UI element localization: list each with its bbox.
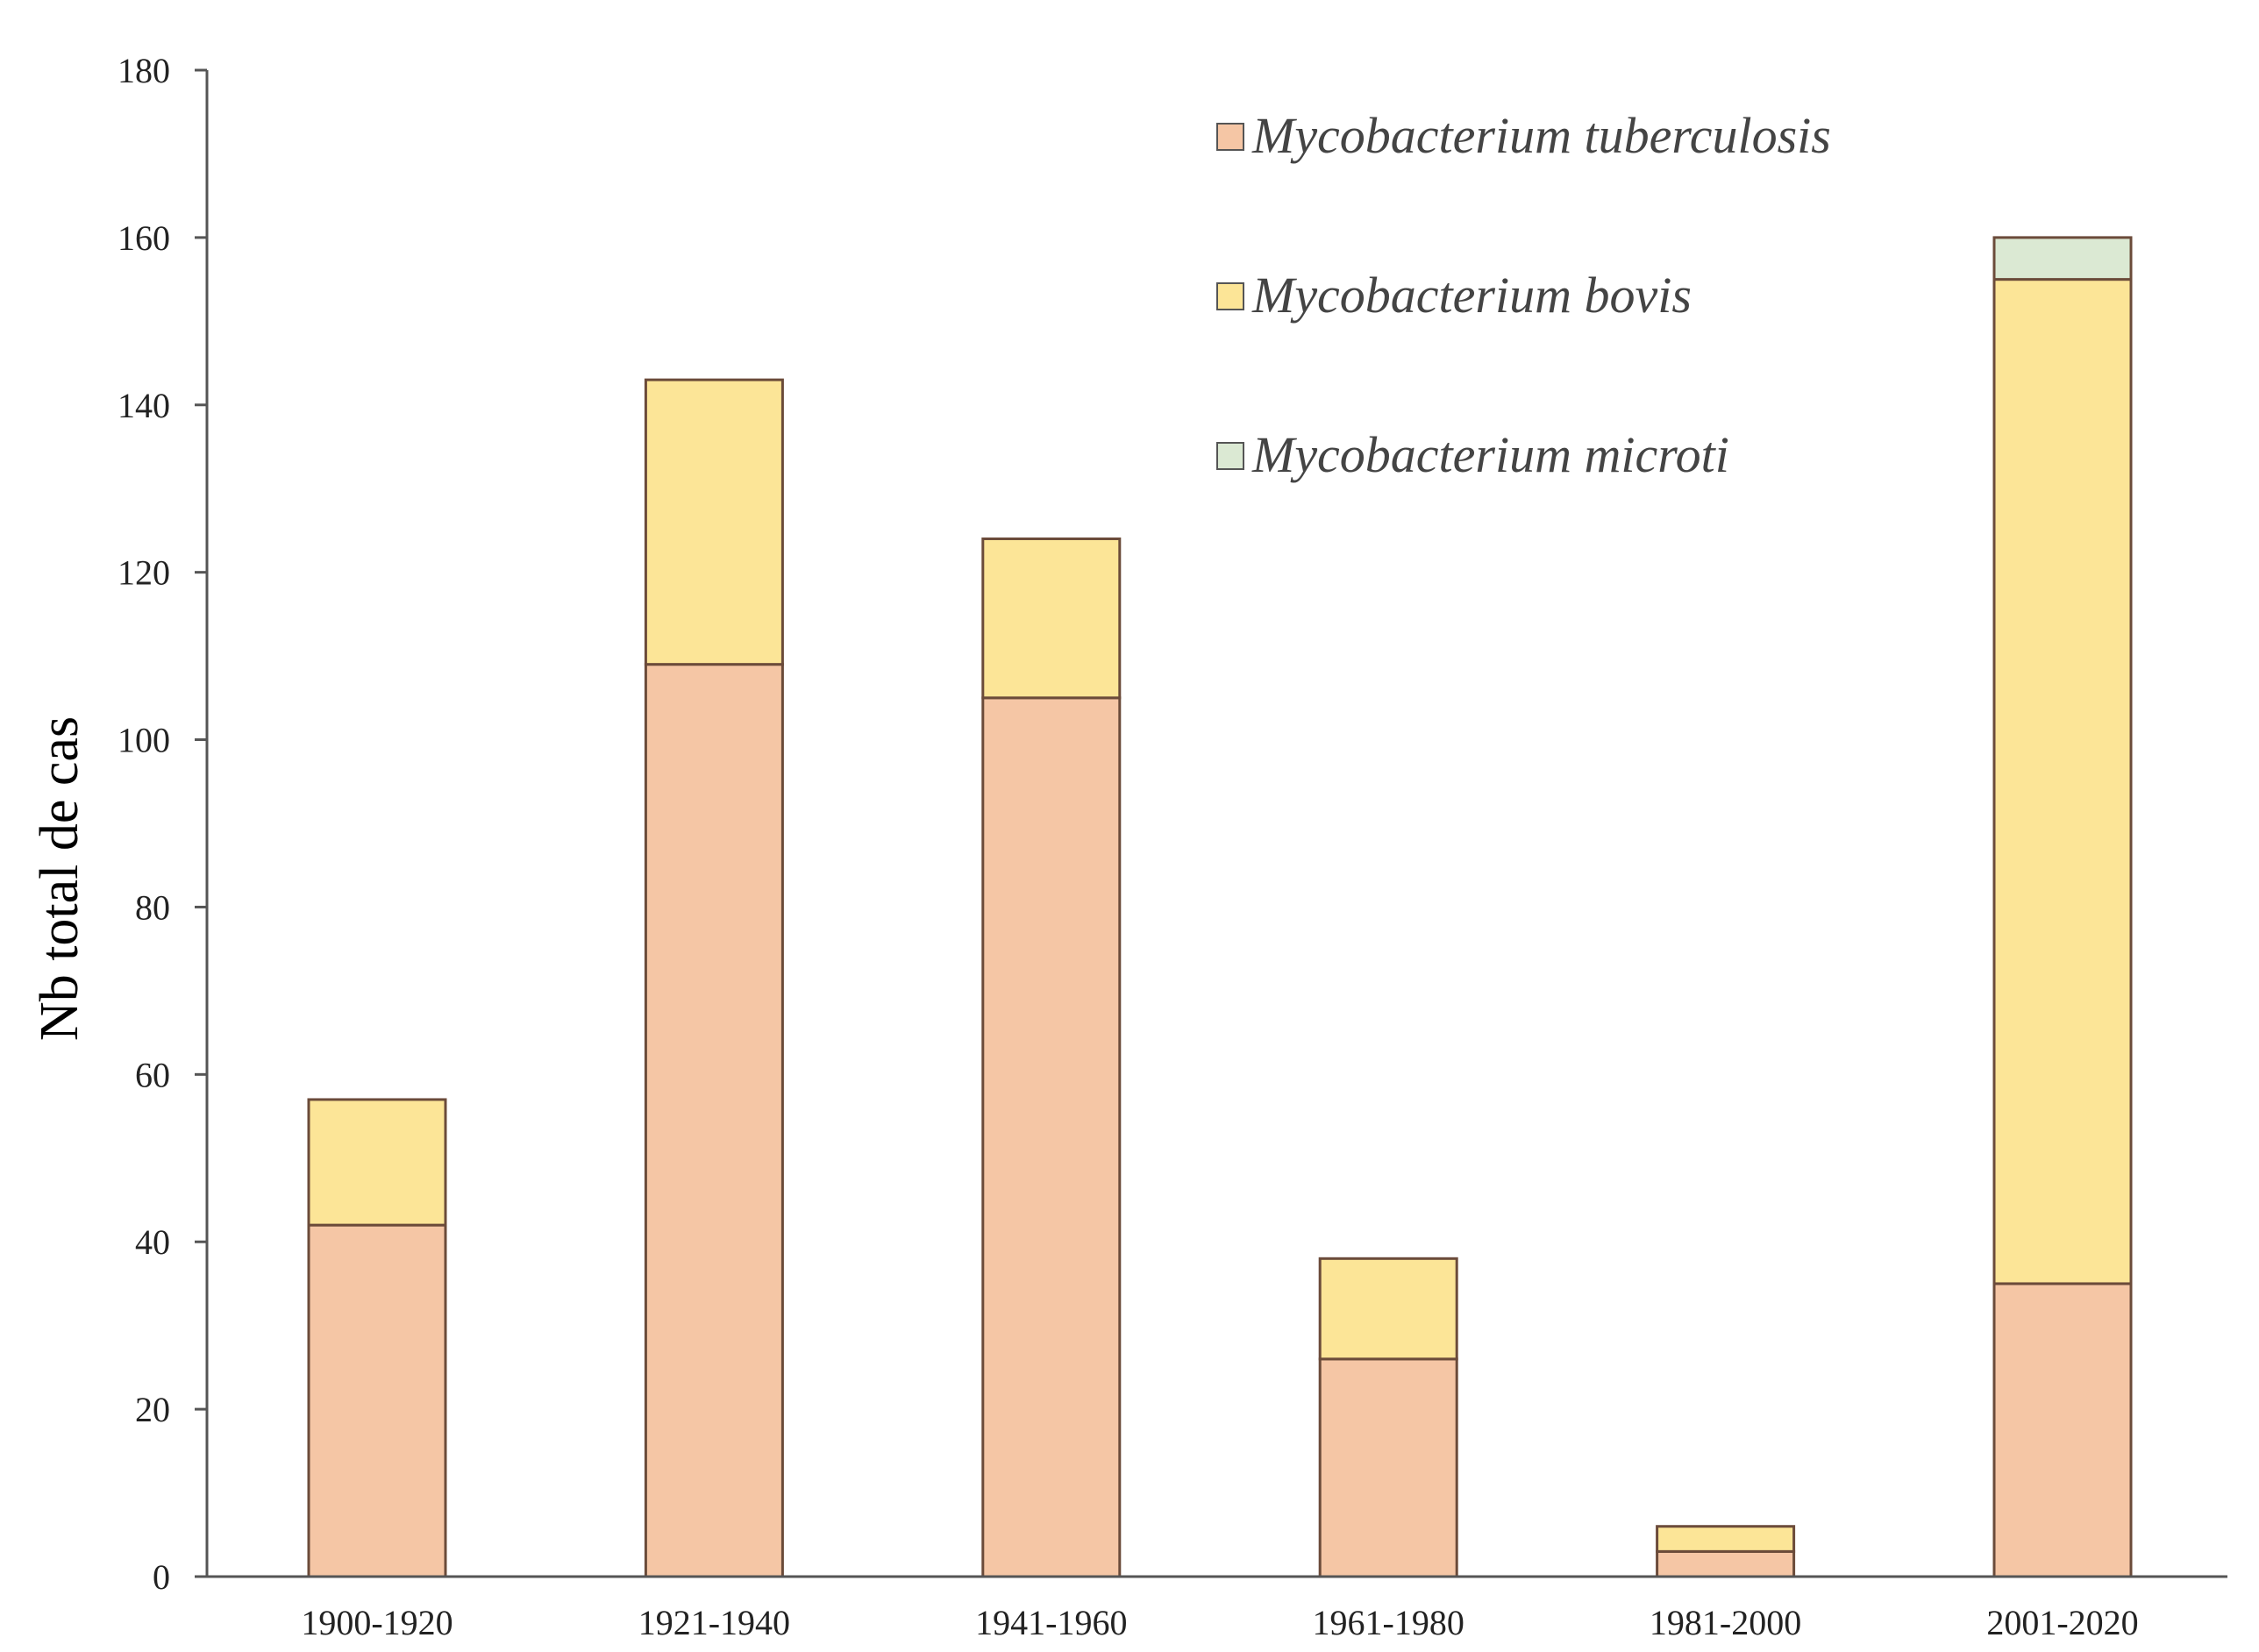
bar-segment-tuberculosis-1961-1980 (1318, 1357, 1458, 1578)
x-tick-label: 1900-1920 (301, 1603, 453, 1642)
y-tick-label: 20 (135, 1390, 170, 1429)
y-tick-label: 60 (135, 1055, 170, 1094)
bar-segment-tuberculosis-1941-1960 (981, 696, 1122, 1578)
bar-segment-bovis-1961-1980 (1318, 1257, 1458, 1361)
legend-label: Mycobacterium bovis (1251, 267, 1692, 324)
y-tick-label: 100 (118, 721, 170, 760)
legend-swatch (1216, 282, 1244, 310)
bar-segment-tuberculosis-1921-1940 (644, 663, 784, 1578)
x-tick-label: 1961-1980 (1313, 1603, 1464, 1642)
legend: Mycobacterium tuberculosis Mycobacterium … (1216, 107, 1831, 483)
y-tick-label: 140 (118, 386, 170, 425)
legend-label: Mycobacterium tuberculosis (1251, 107, 1831, 164)
x-axis-ticks: 1900-1920 1921-1940 1941-1960 1961-1980 1981… (301, 1603, 2138, 1642)
x-tick-label: 1941-1960 (975, 1603, 1127, 1642)
bar-segment-tuberculosis-1981-2000 (1656, 1549, 1796, 1578)
x-tick-label: 1981-2000 (1650, 1603, 1801, 1642)
bar-segment-tuberculosis-1900-1920 (307, 1223, 447, 1578)
bar-segment-bovis-1981-2000 (1656, 1525, 1796, 1553)
y-tick-label: 160 (118, 218, 170, 258)
bar-segment-microti-2001-2020 (1992, 236, 2133, 281)
y-tick-label: 80 (135, 887, 170, 927)
legend-swatch (1216, 123, 1244, 151)
y-axis-ticks: 0 20 40 60 80 100 120 140 160 180 (118, 51, 207, 1597)
bar-segment-bovis-1941-1960 (981, 537, 1122, 700)
y-tick-label: 40 (135, 1222, 170, 1262)
bar-segment-bovis-1900-1920 (307, 1098, 447, 1227)
x-tick-label: 2001-2020 (1986, 1603, 2138, 1642)
bar-segment-tuberculosis-2001-2020 (1992, 1282, 2133, 1578)
legend-swatch (1216, 442, 1244, 470)
y-tick-label: 180 (118, 51, 170, 90)
bar-segment-bovis-1921-1940 (644, 378, 784, 666)
y-tick-label: 0 (153, 1557, 170, 1597)
plot-area (307, 236, 2133, 1578)
bar-segment-bovis-2001-2020 (1992, 278, 2133, 1285)
x-tick-label: 1921-1940 (638, 1603, 790, 1642)
y-axis-title: Nb total de cas (30, 716, 89, 1041)
y-tick-label: 120 (118, 553, 170, 593)
legend-label: Mycobacterium microti (1251, 426, 1729, 483)
